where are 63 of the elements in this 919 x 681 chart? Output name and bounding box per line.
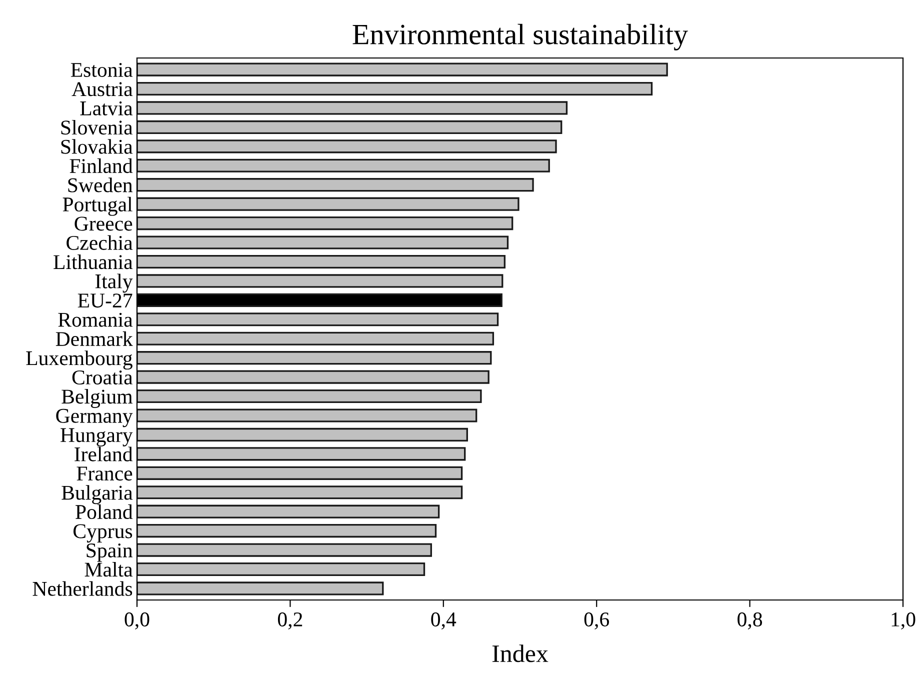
bar bbox=[137, 216, 514, 230]
x-tick-label: 1,0 bbox=[892, 612, 916, 630]
y-tick-label: Ireland bbox=[74, 446, 133, 462]
y-tick-label: Luxembourg bbox=[26, 350, 132, 370]
y-tick-label: EU-27 bbox=[78, 294, 132, 308]
bar bbox=[137, 197, 520, 211]
bar bbox=[137, 408, 478, 422]
x-tick-label: 0,8 bbox=[738, 612, 762, 630]
bar bbox=[137, 562, 426, 576]
y-tick-label: Germany bbox=[56, 408, 133, 428]
y-tick-label: Bulgaria bbox=[62, 485, 133, 504]
y-tick-label: Denmark bbox=[56, 331, 133, 346]
y-tick-label: Slovenia bbox=[61, 120, 133, 135]
y-tick-label: Cyprus bbox=[73, 524, 132, 543]
bar bbox=[137, 82, 653, 96]
bar bbox=[137, 524, 437, 538]
bar bbox=[137, 274, 504, 288]
y-tick-label: Latvia bbox=[80, 101, 133, 116]
bar bbox=[137, 486, 463, 500]
bar bbox=[137, 140, 557, 154]
y-tick-label: Lithuania bbox=[54, 254, 133, 270]
bar bbox=[137, 466, 463, 480]
bar bbox=[137, 254, 506, 269]
bar bbox=[137, 332, 494, 346]
y-tick-label: Romania bbox=[58, 312, 133, 327]
x-tick-label: 0,4 bbox=[431, 612, 456, 630]
y-tick-label: Malta bbox=[84, 562, 133, 577]
bar bbox=[137, 543, 432, 557]
y-tick-label: Sweden bbox=[68, 178, 133, 192]
y-tick-label: Austria bbox=[72, 82, 133, 96]
x-axis-title: Index bbox=[492, 644, 548, 662]
bar bbox=[137, 178, 534, 192]
y-tick-label: Poland bbox=[76, 504, 133, 520]
y-tick-label: Belgium bbox=[62, 389, 133, 408]
y-tick-label: Portugal bbox=[62, 196, 132, 216]
y-tick-label: Netherlands bbox=[32, 581, 132, 596]
y-tick-label: Greece bbox=[74, 216, 132, 231]
bar bbox=[137, 428, 468, 442]
x-tick-label: 0,2 bbox=[278, 612, 302, 630]
y-tick-label: Finland bbox=[70, 158, 133, 174]
bar bbox=[137, 158, 550, 172]
bar bbox=[137, 447, 466, 461]
bar bbox=[137, 312, 499, 326]
bar bbox=[137, 582, 384, 596]
bar bbox=[137, 389, 482, 404]
bar bbox=[137, 370, 490, 384]
bar bbox=[137, 62, 668, 76]
y-tick-label: Slovakia bbox=[61, 139, 133, 154]
y-tick-label: France bbox=[76, 466, 132, 481]
bar bbox=[137, 504, 440, 518]
x-tick-label: 0,0 bbox=[124, 612, 150, 630]
bar bbox=[137, 236, 509, 250]
bar bbox=[137, 101, 568, 115]
y-tick-label: Estonia bbox=[70, 62, 133, 77]
y-tick-label: Czechia bbox=[66, 235, 133, 250]
bar bbox=[137, 351, 492, 365]
bar bbox=[137, 120, 562, 134]
chart-title: Environmental sustainability bbox=[352, 24, 688, 50]
y-tick-label: Spain bbox=[86, 543, 133, 562]
y-tick-label: Hungary bbox=[60, 428, 133, 446]
y-tick-label: Italy bbox=[95, 274, 133, 293]
x-tick-label: 0,6 bbox=[584, 612, 609, 630]
y-tick-label: Croatia bbox=[72, 370, 133, 384]
